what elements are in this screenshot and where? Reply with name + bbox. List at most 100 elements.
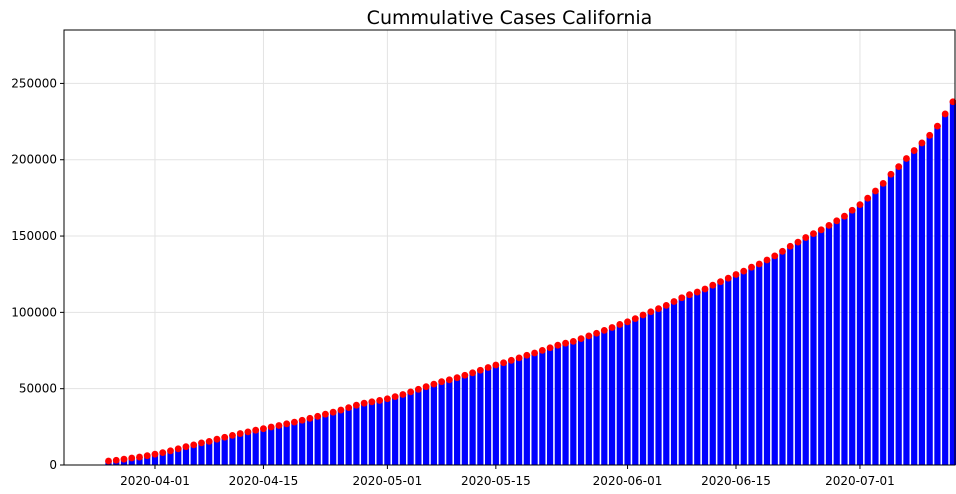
data-point-marker bbox=[136, 453, 143, 461]
bar bbox=[779, 251, 786, 465]
y-tick-label: 250000 bbox=[11, 76, 57, 90]
bars bbox=[105, 101, 956, 466]
bar bbox=[694, 292, 701, 465]
data-point-marker bbox=[213, 435, 221, 443]
data-point-marker bbox=[585, 332, 593, 340]
bar bbox=[167, 450, 174, 465]
bar bbox=[632, 318, 639, 465]
data-point-marker bbox=[414, 385, 422, 393]
bar bbox=[306, 418, 314, 465]
data-point-marker bbox=[383, 395, 391, 403]
data-point-marker bbox=[686, 291, 693, 299]
data-point-marker bbox=[461, 371, 469, 379]
y-tick-label: 100000 bbox=[11, 305, 57, 319]
bar bbox=[221, 437, 228, 465]
bar bbox=[856, 204, 864, 465]
data-point-marker bbox=[252, 426, 260, 434]
data-point-marker bbox=[662, 301, 670, 309]
data-point-marker bbox=[538, 346, 546, 354]
bar bbox=[407, 391, 414, 465]
bar bbox=[446, 379, 453, 465]
bar bbox=[593, 333, 600, 465]
bar bbox=[144, 455, 151, 465]
data-point-marker bbox=[600, 326, 608, 334]
data-point-marker bbox=[507, 356, 515, 364]
bar bbox=[787, 246, 794, 465]
data-point-marker bbox=[631, 315, 639, 323]
data-point-marker bbox=[229, 431, 236, 439]
data-point-marker bbox=[112, 456, 120, 464]
x-tick-label: 2020-06-01 bbox=[593, 474, 663, 488]
x-tick-label: 2020-05-15 bbox=[461, 474, 531, 488]
data-point-marker bbox=[523, 351, 531, 359]
data-point-marker bbox=[236, 430, 244, 437]
bar bbox=[802, 237, 809, 465]
bar bbox=[128, 457, 135, 465]
data-point-marker bbox=[949, 98, 956, 106]
data-point-marker bbox=[717, 278, 724, 286]
data-point-marker bbox=[864, 194, 872, 202]
data-point-marker bbox=[895, 163, 903, 171]
data-point-marker bbox=[918, 139, 926, 147]
bar bbox=[477, 370, 484, 465]
data-point-marker bbox=[244, 428, 252, 436]
bar bbox=[330, 412, 337, 465]
data-point-marker bbox=[360, 399, 368, 407]
bar bbox=[469, 372, 476, 465]
bar bbox=[213, 439, 221, 465]
bar bbox=[911, 150, 918, 465]
data-point-marker bbox=[174, 445, 182, 453]
x-axis-ticks: 2020-04-01 2020-04-15 2020-05-01 2020-05-15… bbox=[120, 465, 895, 488]
bar bbox=[810, 233, 817, 465]
data-point-marker bbox=[399, 391, 407, 398]
data-point-marker bbox=[167, 447, 174, 455]
bar bbox=[244, 431, 252, 465]
bar bbox=[485, 367, 492, 465]
bar bbox=[934, 126, 941, 465]
data-point-marker bbox=[755, 260, 763, 268]
x-tick-label: 2020-06-15 bbox=[701, 474, 771, 488]
bar bbox=[275, 425, 283, 465]
bar bbox=[438, 381, 445, 465]
bar bbox=[337, 410, 345, 465]
bar bbox=[492, 365, 499, 465]
data-point-marker bbox=[887, 170, 895, 178]
data-point-marker bbox=[841, 212, 848, 220]
y-tick-label: 50000 bbox=[19, 382, 57, 396]
y-tick-label: 150000 bbox=[11, 229, 57, 243]
bar bbox=[190, 444, 197, 465]
bar bbox=[175, 448, 182, 465]
data-point-marker bbox=[298, 416, 306, 424]
y-axis-ticks: 0 50000 100000 150000 200000 250000 bbox=[11, 76, 64, 472]
data-point-marker bbox=[709, 281, 717, 289]
bar bbox=[577, 338, 585, 465]
data-point-marker bbox=[469, 369, 477, 377]
bar bbox=[546, 347, 554, 465]
data-point-marker bbox=[554, 341, 562, 349]
bar bbox=[616, 324, 623, 465]
data-point-marker bbox=[786, 242, 794, 250]
bar bbox=[515, 357, 523, 465]
bar bbox=[849, 210, 856, 465]
bar bbox=[430, 384, 437, 465]
bar bbox=[717, 281, 724, 465]
data-point-marker bbox=[941, 110, 949, 118]
bar bbox=[523, 355, 530, 465]
data-point-marker bbox=[802, 234, 810, 241]
data-point-marker bbox=[794, 238, 802, 246]
data-point-marker bbox=[353, 401, 360, 409]
x-tick-label: 2020-05-01 bbox=[353, 474, 423, 488]
data-point-marker bbox=[903, 155, 910, 162]
data-point-marker bbox=[322, 410, 329, 418]
bar bbox=[399, 394, 406, 465]
bar bbox=[864, 198, 871, 465]
bar bbox=[763, 260, 771, 465]
data-point-marker bbox=[314, 412, 322, 420]
data-point-marker bbox=[190, 441, 198, 449]
bar bbox=[639, 314, 647, 465]
data-point-marker bbox=[872, 187, 879, 195]
bar bbox=[624, 321, 631, 465]
bar bbox=[880, 183, 887, 466]
bar bbox=[423, 386, 430, 465]
y-tick-label: 200000 bbox=[11, 153, 57, 167]
